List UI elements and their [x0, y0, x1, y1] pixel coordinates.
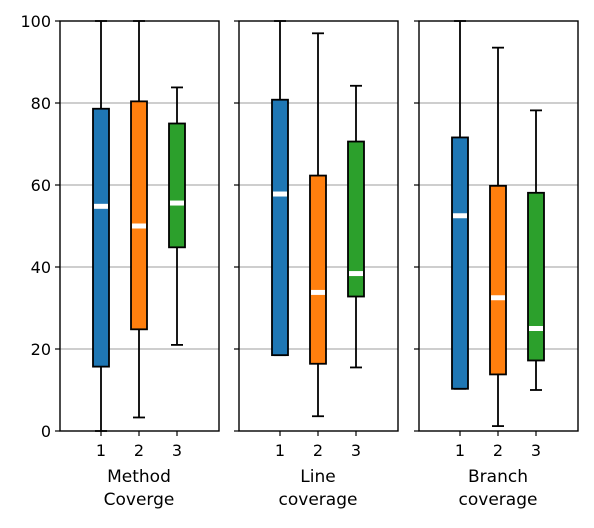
box [489, 184, 507, 376]
y-tick-label: 60 [31, 176, 51, 195]
x-axis-label: Method [107, 467, 171, 487]
box [527, 191, 545, 362]
y-tick-label: 20 [31, 340, 51, 359]
box [130, 100, 148, 331]
panel-frame [418, 20, 579, 432]
x-tick-label: 1 [96, 441, 106, 460]
x-tick-label: 3 [531, 441, 541, 460]
box [347, 140, 365, 298]
x-axis-label: Coverge [104, 490, 175, 510]
box [309, 174, 327, 365]
box [168, 122, 186, 249]
box [271, 98, 289, 357]
y-tick-label: 40 [31, 258, 51, 277]
x-axis-label: Branch [468, 467, 528, 487]
panel-frame [238, 20, 399, 432]
box [451, 136, 469, 390]
x-tick-label: 2 [493, 441, 503, 460]
x-axis-label: coverage [279, 490, 358, 510]
x-tick-label: 3 [172, 441, 182, 460]
x-tick-label: 2 [134, 441, 144, 460]
box [92, 107, 110, 368]
y-tick-label: 100 [20, 12, 51, 31]
x-tick-label: 2 [313, 441, 323, 460]
y-tick-label: 80 [31, 94, 51, 113]
x-tick-label: 1 [275, 441, 285, 460]
x-axis-label: coverage [459, 490, 538, 510]
y-tick-label: 0 [41, 422, 51, 441]
x-tick-label: 3 [351, 441, 361, 460]
panel-frame [59, 20, 220, 432]
x-axis-label: Line [300, 467, 335, 487]
x-tick-label: 1 [455, 441, 465, 460]
